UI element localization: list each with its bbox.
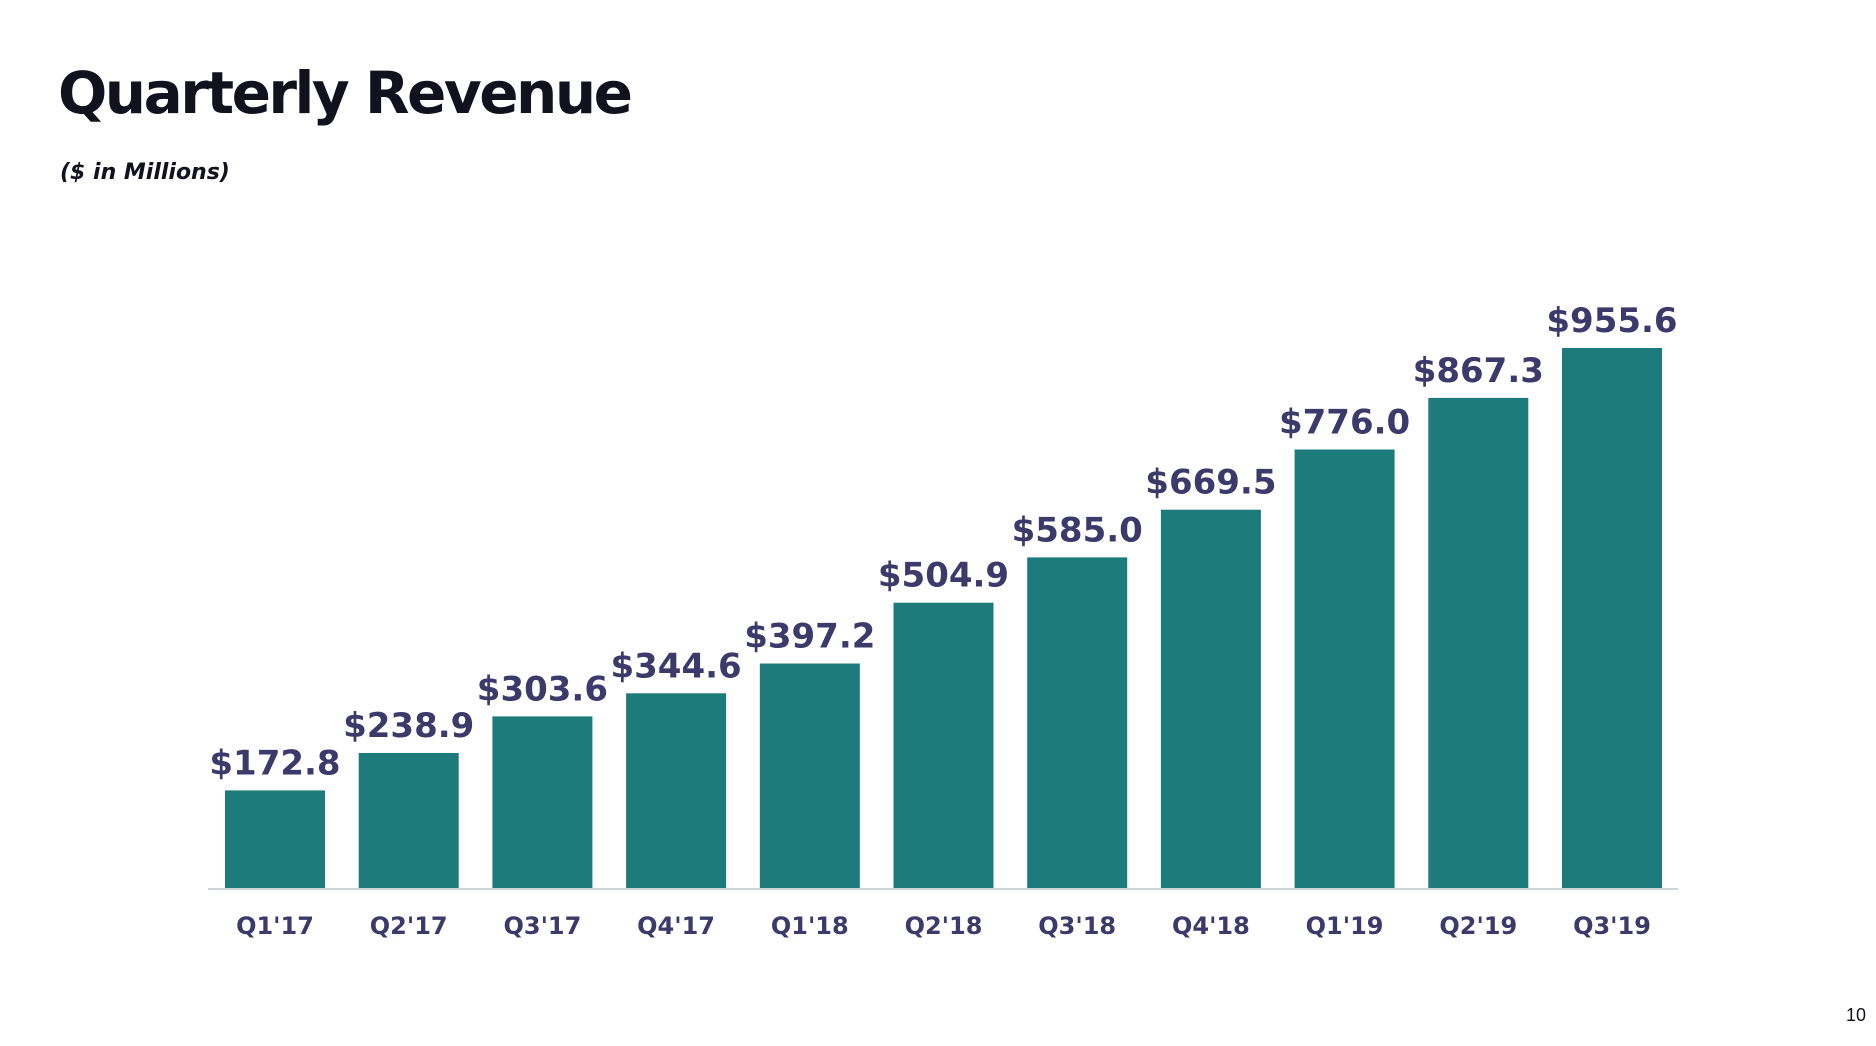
data-label-Q1'19: $776.0 [1279, 403, 1410, 443]
x-tick-label-Q4'17: Q4'17 [637, 912, 715, 940]
data-label-Q3'18: $585.0 [1012, 510, 1143, 550]
x-tick-label-Q4'18: Q4'18 [1172, 912, 1250, 940]
data-label-Q2'17: $238.9 [343, 706, 474, 746]
bar-Q1'17 [225, 790, 325, 888]
data-label-Q3'19: $955.6 [1546, 301, 1677, 341]
x-tick-label-Q2'17: Q2'17 [370, 912, 448, 940]
page-number: 10 [1845, 1005, 1866, 1025]
x-tick-label-Q3'17: Q3'17 [503, 912, 581, 940]
x-tick-label-Q3'18: Q3'18 [1038, 912, 1116, 940]
data-label-Q3'17: $303.6 [477, 669, 608, 709]
x-tick-label-Q1'17: Q1'17 [236, 912, 314, 940]
value-labels-layer: $172.8$238.9$303.6$344.6$397.2$504.9$585… [209, 301, 1677, 783]
bar-Q2'19 [1428, 397, 1529, 888]
bars-layer [225, 348, 1662, 888]
data-label-Q4'18: $669.5 [1145, 463, 1276, 503]
bar-Q1'18 [759, 663, 860, 888]
page-subtitle: ($ in Millions) [60, 160, 230, 185]
x-tick-label-Q1'19: Q1'19 [1306, 912, 1384, 940]
data-label-Q1'18: $397.2 [744, 617, 875, 657]
data-label-Q1'17: $172.8 [209, 743, 340, 783]
x-tick-label-Q3'19: Q3'19 [1573, 912, 1651, 940]
bar-Q2'18 [893, 602, 994, 888]
bar-Q3'18 [1027, 557, 1128, 888]
data-label-Q4'17: $344.6 [610, 646, 741, 686]
data-label-Q2'18: $504.9 [878, 556, 1009, 596]
bar-Q2'17 [358, 753, 459, 888]
x-tick-label-Q2'19: Q2'19 [1439, 912, 1517, 940]
data-label-Q2'19: $867.3 [1413, 351, 1544, 391]
bar-Q3'17 [492, 716, 593, 888]
bar-Q3'19 [1562, 348, 1662, 888]
x-axis-tick-labels: Q1'17 Q2'17 Q3'17 Q4'17 Q1'18 Q2'18 Q3'18 Q4'18… [236, 912, 1651, 940]
bar-Q4'17 [626, 693, 727, 888]
bar-Q1'19 [1294, 449, 1395, 888]
bar-Q4'18 [1160, 509, 1261, 888]
page-title: Quarterly Revenue [58, 59, 633, 127]
x-tick-label-Q2'18: Q2'18 [905, 912, 983, 940]
x-tick-label-Q1'18: Q1'18 [771, 912, 849, 940]
